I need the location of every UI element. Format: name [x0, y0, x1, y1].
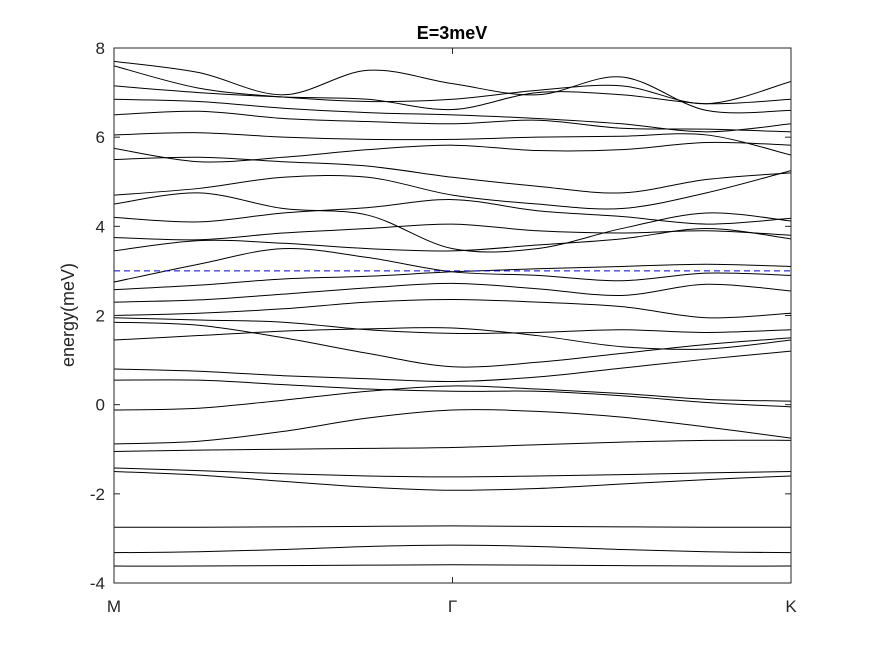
chart-title: E=3meV: [417, 23, 488, 43]
y-tick-label: 6: [96, 128, 105, 147]
band-line-7: [114, 409, 791, 445]
x-tick-label: M: [107, 597, 121, 616]
y-tick-label: -2: [90, 485, 105, 504]
band-lines: [114, 60, 791, 567]
band-line-15: [114, 282, 791, 303]
band-line-28: [114, 85, 791, 111]
band-line-25: [114, 132, 791, 156]
band-line-2: [114, 544, 791, 554]
x-tick-label: K: [785, 597, 797, 616]
band-line-6: [114, 439, 791, 452]
band-line-1: [114, 564, 791, 567]
band-line-26: [114, 110, 791, 133]
y-axis-ticks: -4 -2 0 2 4 6 8: [90, 39, 791, 593]
y-tick-label: 8: [96, 39, 105, 58]
band-line-4: [114, 471, 791, 491]
y-tick-label: 2: [96, 307, 105, 326]
band-line-21: [114, 192, 791, 253]
band-line-8: [114, 385, 791, 411]
band-line-14: [114, 298, 791, 319]
band-line-23: [114, 156, 791, 194]
band-line-24: [114, 141, 791, 163]
band-line-27: [114, 98, 791, 133]
band-line-11: [114, 327, 791, 350]
band-line-30: [114, 60, 791, 114]
band-line-12: [114, 321, 791, 368]
band-line-22: [114, 170, 791, 210]
band-line-3: [114, 525, 791, 528]
band-line-5: [114, 467, 791, 478]
band-line-9: [114, 379, 791, 408]
y-tick-label: -4: [90, 574, 105, 593]
plot-area: [114, 48, 791, 583]
band-line-18: [114, 228, 791, 252]
y-tick-label: 0: [96, 396, 105, 415]
band-line-10: [114, 350, 791, 383]
band-line-19: [114, 223, 791, 241]
band-line-20: [114, 199, 791, 225]
band-line-13: [114, 317, 791, 334]
y-tick-label: 4: [96, 217, 105, 236]
band-line-17: [114, 248, 791, 283]
x-tick-label: Γ: [448, 597, 457, 616]
y-axis-label: energy(meV): [58, 263, 78, 367]
